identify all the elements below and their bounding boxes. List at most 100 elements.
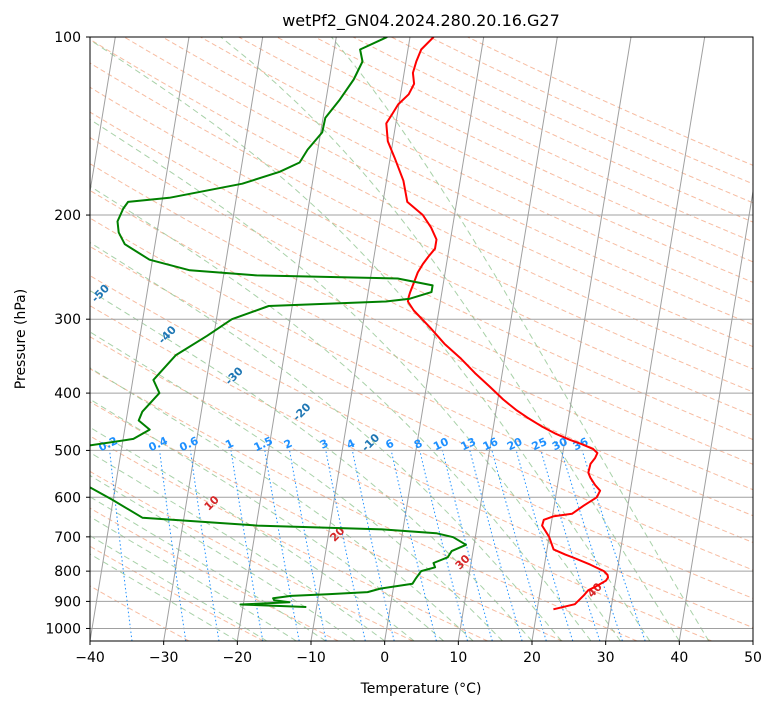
moist-adiabat-line xyxy=(90,426,415,641)
dry-adiabat-line xyxy=(90,336,712,641)
x-tick-label: −30 xyxy=(149,650,179,666)
dry-adiabat-line xyxy=(90,217,753,544)
plot-frame xyxy=(89,36,754,642)
mixing-ratio-label: 3 xyxy=(318,437,330,452)
mixing-ratio-line xyxy=(515,450,574,641)
mixing-ratio-label: 4 xyxy=(345,437,358,452)
x-tick-label: −10 xyxy=(296,650,326,666)
dry-adiabat-line xyxy=(391,37,753,204)
x-tick-label: 10 xyxy=(449,650,467,666)
y-tick-label: 500 xyxy=(54,443,81,459)
x-tick-label: 20 xyxy=(523,650,541,666)
y-tick-label: 1000 xyxy=(45,621,81,637)
mixing-ratio-label: 1 xyxy=(223,437,235,452)
dry-adiabat-line xyxy=(90,275,753,599)
mixing-ratio-label: 30 xyxy=(550,435,570,453)
mixing-ratio-label: 8 xyxy=(412,437,424,452)
mixing-ratio-line xyxy=(189,450,220,641)
isotherm-line xyxy=(605,37,706,641)
y-tick-label: 900 xyxy=(54,594,81,610)
x-tick-label: −20 xyxy=(223,650,253,666)
y-axis-ticks: 100 200 300 400 500 600 700 800 900 1000 xyxy=(45,30,90,637)
dry-adiabat-line xyxy=(90,507,339,641)
dry-adiabat-line xyxy=(90,111,753,441)
mixing-ratio-label: 10 xyxy=(431,435,451,453)
moist-adiabat-line xyxy=(90,553,238,641)
x-tick-label: 30 xyxy=(597,650,615,666)
mixing-ratio-label: 25 xyxy=(530,435,549,453)
dry-adiabat-label: 10 xyxy=(202,493,222,513)
y-tick-label: 600 xyxy=(54,490,81,506)
isotherm-line xyxy=(531,37,632,641)
dry-adiabat-line xyxy=(276,37,753,263)
moist-adiabat-line xyxy=(90,289,533,641)
mixing-ratio-line xyxy=(264,450,300,641)
isotherm-line xyxy=(163,37,264,641)
isotherm-line xyxy=(90,37,190,641)
x-tick-label: −40 xyxy=(75,650,105,666)
dry-adiabat-line xyxy=(429,37,753,185)
x-axis-ticks: −40 −30 −20 −10 0 10 20 30 40 50 xyxy=(75,641,762,666)
mixing-ratio-line xyxy=(325,450,366,641)
moist-adiabat-line xyxy=(220,37,680,641)
y-tick-label: 100 xyxy=(54,30,81,46)
mixing-ratio-label: 16 xyxy=(481,435,501,453)
mixing-ratio-line xyxy=(560,450,623,641)
moist-adiabat-label: -40 xyxy=(156,323,179,346)
x-axis-label: Temperature (°C) xyxy=(360,681,482,697)
dry-adiabat-line xyxy=(90,62,753,393)
dry-adiabat-line xyxy=(200,37,753,304)
mixing-ratio-line xyxy=(289,450,327,641)
moist-adiabat-line xyxy=(90,516,297,641)
moist-adiabat-label: -20 xyxy=(290,400,313,423)
moist-adiabat-line xyxy=(90,451,386,641)
x-tick-label: 0 xyxy=(380,650,389,666)
moist-adiabat-line xyxy=(90,367,474,641)
dry-adiabat-line xyxy=(90,368,638,641)
mixing-ratio-line xyxy=(419,450,468,641)
mixing-ratio-label: 1.5 xyxy=(252,434,275,454)
moist-adiabat-label: -50 xyxy=(89,282,112,305)
moist-adiabat-line xyxy=(90,331,503,641)
moist-adiabat-line xyxy=(90,185,592,641)
moist-adiabat-label: -60 xyxy=(22,240,45,263)
y-tick-label: 200 xyxy=(54,208,81,224)
mixing-ratio-line xyxy=(469,450,523,641)
y-tick-label: 800 xyxy=(54,564,81,580)
mixing-ratio-line xyxy=(491,450,547,641)
dewpoint-line xyxy=(90,37,467,608)
mixing-ratio-label: 13 xyxy=(459,435,478,453)
moist-adiabat-line xyxy=(90,241,562,641)
dry-adiabat-line xyxy=(90,470,414,641)
dry-adiabat-line xyxy=(90,545,264,641)
moist-adiabat-label: -30 xyxy=(223,364,246,387)
moist-adiabat-line xyxy=(90,39,651,641)
isotherm-line xyxy=(90,37,116,195)
moist-adiabat-line xyxy=(90,535,268,641)
isotherm-line xyxy=(384,37,485,641)
dry-adiabat-line xyxy=(314,37,753,243)
background-lines xyxy=(90,37,753,641)
mixing-ratio-label: 20 xyxy=(505,435,525,453)
dry-adiabat-line xyxy=(123,37,753,348)
y-tick-label: 700 xyxy=(54,530,81,546)
isotherm-line xyxy=(678,188,753,641)
moist-adiabat-line xyxy=(90,118,621,641)
y-tick-label: 400 xyxy=(54,386,81,402)
mixing-ratio-line xyxy=(581,450,646,641)
mixing-ratio-label: 2 xyxy=(282,437,294,452)
dry-adiabat-line xyxy=(352,37,753,223)
mixing-ratio-line xyxy=(109,450,133,641)
chart-title: wetPf2_GN04.2024.280.20.16.G27 xyxy=(282,11,560,31)
mixing-ratio-line xyxy=(159,450,187,641)
dry-adiabat-line xyxy=(90,401,563,641)
y-axis-label: Pressure (hPa) xyxy=(13,289,29,389)
mixing-ratio-line xyxy=(230,450,264,641)
moist-adiabat-line xyxy=(90,474,356,641)
mixing-ratio-line xyxy=(540,450,601,641)
mixing-ratio-line xyxy=(390,450,437,641)
y-tick-label: 300 xyxy=(54,312,81,328)
x-tick-label: 50 xyxy=(744,650,762,666)
moist-adiabat-line xyxy=(90,398,444,641)
